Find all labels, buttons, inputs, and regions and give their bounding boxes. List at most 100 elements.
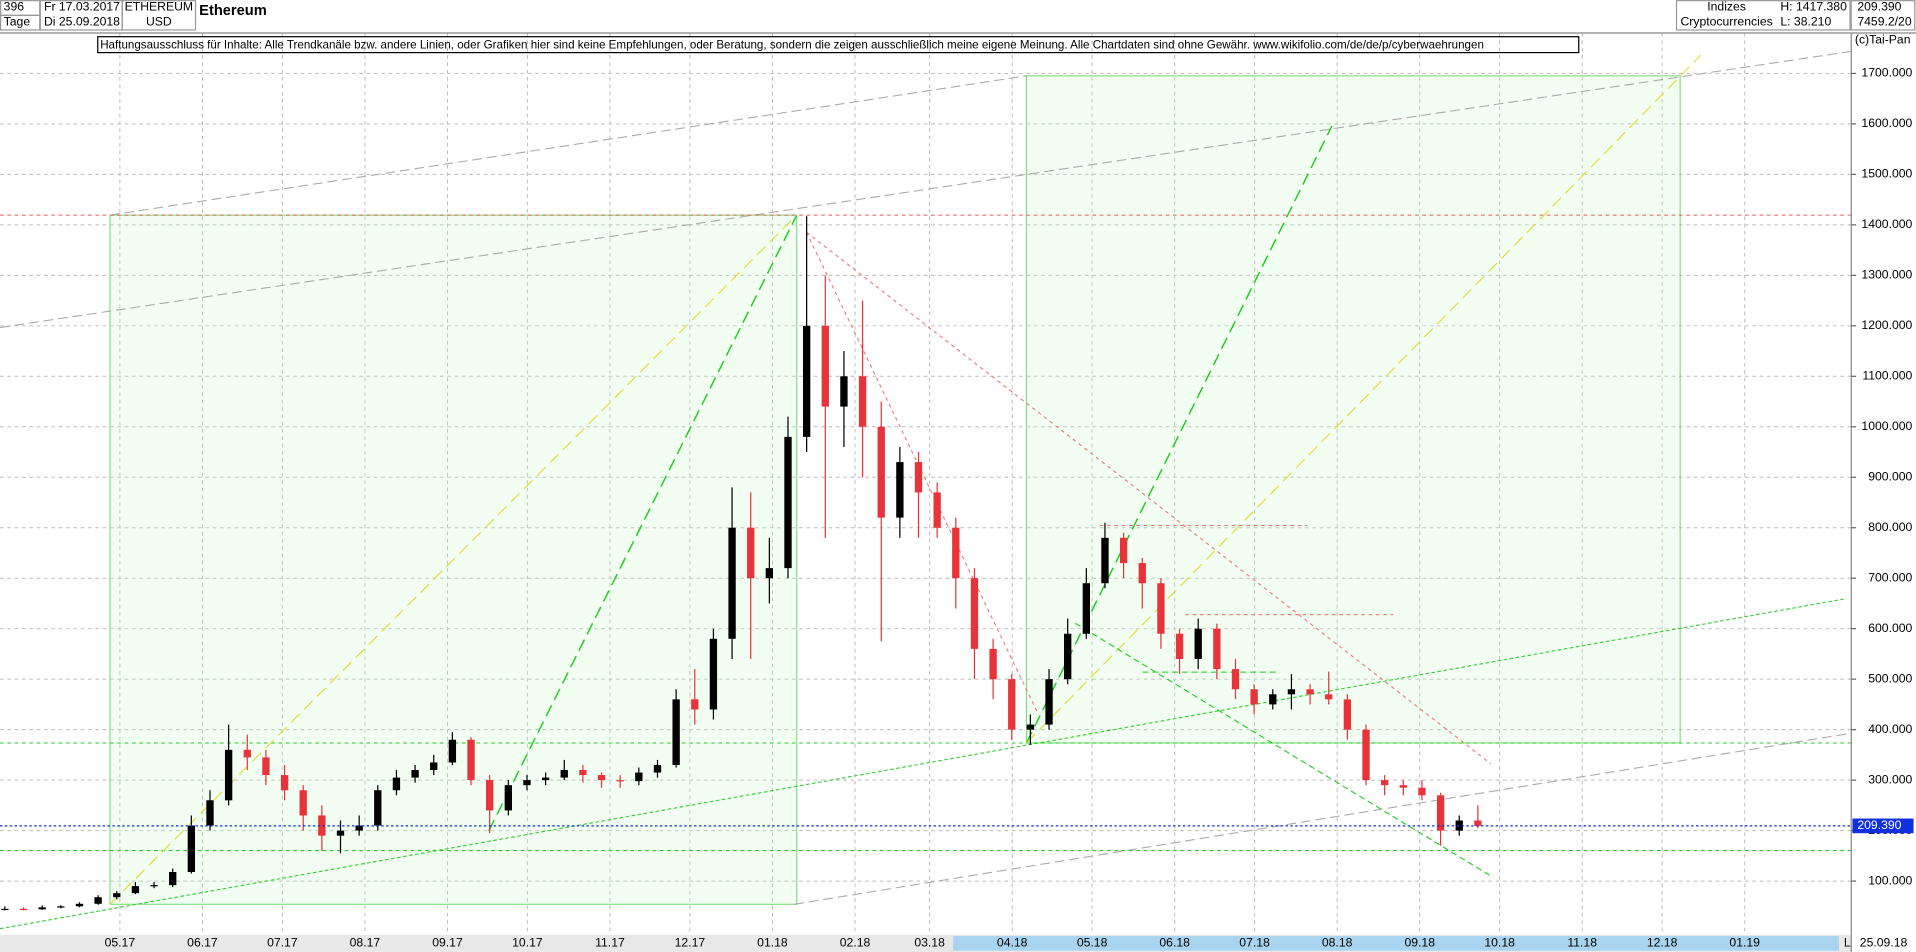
scale-mode[interactable]: L bbox=[1844, 936, 1851, 950]
candle-body bbox=[262, 757, 270, 776]
candle-body bbox=[504, 785, 512, 811]
y-tick-label: 900.000 bbox=[1868, 469, 1912, 483]
candle-body bbox=[1157, 583, 1165, 634]
candle-body bbox=[877, 426, 885, 518]
x-tick-label: 12.17 bbox=[675, 936, 706, 950]
candle-body bbox=[784, 436, 792, 569]
candle-body bbox=[38, 907, 46, 910]
candle-body bbox=[952, 527, 960, 579]
y-tick-label: 400.000 bbox=[1868, 722, 1912, 736]
candle-body bbox=[486, 780, 494, 811]
copyright: (c)Tai-Pan bbox=[1855, 33, 1911, 47]
candle-body bbox=[1101, 537, 1109, 584]
x-tick-label: 06.18 bbox=[1159, 936, 1190, 950]
symbol: ETHEREUM bbox=[125, 0, 193, 14]
candle-body bbox=[1325, 694, 1333, 700]
candle-body bbox=[653, 764, 662, 773]
candle-body bbox=[709, 638, 718, 710]
y-tick-label: 1300.000 bbox=[1861, 268, 1912, 282]
candle-body bbox=[933, 492, 941, 528]
candle-body bbox=[523, 780, 531, 786]
candle-body bbox=[206, 800, 214, 826]
date-to: Di 25.09.2018 bbox=[44, 14, 120, 28]
candle-body bbox=[747, 527, 755, 579]
interval[interactable]: Tage bbox=[4, 14, 31, 28]
x-tick-label: 11.17 bbox=[595, 936, 625, 950]
candle-body bbox=[1194, 628, 1202, 659]
candle-body bbox=[187, 825, 196, 872]
count[interactable]: 396 bbox=[4, 0, 25, 14]
low: L: 38.210 bbox=[1780, 14, 1831, 28]
candle-body bbox=[1399, 785, 1407, 788]
candle-body bbox=[113, 893, 121, 898]
candle-body bbox=[150, 885, 158, 887]
candle-body bbox=[989, 648, 997, 680]
y-tick-label: 300.000 bbox=[1868, 772, 1912, 786]
y-tick-label: 1400.000 bbox=[1861, 217, 1912, 231]
candle-body bbox=[1119, 537, 1128, 564]
candle-body bbox=[1231, 669, 1240, 690]
last: 209.390 bbox=[1857, 0, 1901, 14]
candle-body bbox=[1175, 633, 1184, 659]
candle-body bbox=[1138, 563, 1146, 584]
candle-body bbox=[560, 770, 568, 778]
candle-body bbox=[914, 462, 923, 493]
currency: USD bbox=[146, 14, 172, 28]
candle-body bbox=[1213, 628, 1221, 670]
x-tick-label: 01.19 bbox=[1729, 936, 1760, 950]
candle-body bbox=[1306, 689, 1314, 695]
candle-body bbox=[336, 830, 345, 836]
candle-body bbox=[597, 775, 606, 781]
group: Indizes bbox=[1707, 0, 1746, 14]
candle-body bbox=[1026, 724, 1035, 730]
candle-body bbox=[224, 749, 233, 801]
candles bbox=[1, 216, 1482, 911]
date-from: Fr 17.03.2017 bbox=[44, 0, 120, 14]
candle-body bbox=[541, 777, 550, 781]
candle-body bbox=[1064, 633, 1072, 680]
y-tick-label: 700.000 bbox=[1868, 570, 1912, 584]
last-price-label: 209.390 bbox=[1857, 818, 1901, 832]
candle-body bbox=[280, 775, 289, 791]
candle-body bbox=[765, 568, 774, 579]
candle-body bbox=[1045, 679, 1053, 725]
x-tick-label: 08.18 bbox=[1322, 936, 1353, 950]
subgroup: Cryptocurrencies bbox=[1680, 14, 1772, 28]
disclaimer: Haftungsausschluss für Inhalte: Alle Tre… bbox=[100, 38, 1484, 51]
y-tick-label: 1200.000 bbox=[1861, 318, 1912, 332]
candle-body bbox=[430, 762, 438, 771]
x-tick-label: 06.17 bbox=[187, 936, 218, 950]
candle-body bbox=[94, 897, 102, 904]
candle-body bbox=[57, 906, 65, 908]
y-tick-label: 800.000 bbox=[1868, 520, 1912, 534]
x-tick-label: 10.17 bbox=[512, 936, 543, 950]
instrument-name: Ethereum bbox=[199, 3, 267, 19]
x-tick-label: 02.18 bbox=[840, 936, 871, 950]
x-axis-highlight bbox=[953, 936, 1840, 951]
end-date: 25.09.18 bbox=[1860, 936, 1908, 950]
candle-body bbox=[318, 815, 326, 836]
candle-body bbox=[802, 325, 811, 437]
y-tick-label: 1000.000 bbox=[1861, 419, 1912, 433]
header bbox=[0, 0, 1916, 54]
x-tick-label: 05.17 bbox=[105, 936, 136, 950]
candle-body bbox=[821, 325, 829, 407]
candle-body bbox=[392, 777, 401, 791]
candle-body bbox=[374, 790, 382, 826]
candle-body bbox=[131, 886, 140, 894]
candle-body bbox=[243, 749, 251, 758]
candle-body bbox=[1380, 780, 1389, 786]
candle-body bbox=[19, 908, 28, 911]
candle-body bbox=[616, 780, 624, 782]
x-tick-label: 07.18 bbox=[1239, 936, 1270, 950]
candle-body bbox=[896, 462, 904, 518]
candle-body bbox=[355, 825, 363, 831]
candle-body bbox=[1082, 583, 1090, 634]
candle-body bbox=[840, 376, 848, 407]
x-tick-label: 07.17 bbox=[267, 936, 298, 950]
candle-body bbox=[1343, 699, 1352, 730]
candle-body bbox=[728, 527, 736, 639]
candle-body bbox=[75, 903, 84, 907]
candle-body bbox=[299, 790, 307, 816]
